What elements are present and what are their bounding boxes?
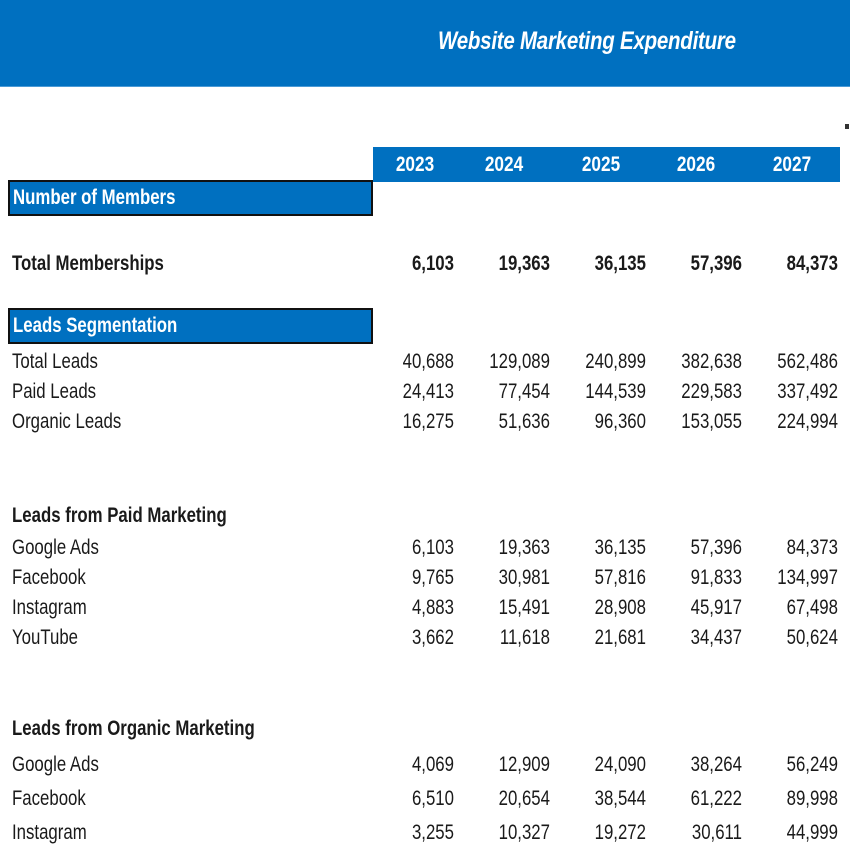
- cell-2024: 19,363: [498, 252, 550, 275]
- cell-2025: 24,090: [594, 753, 646, 776]
- cell-2025: 21,681: [594, 626, 646, 649]
- cell-2026: 45,917: [690, 596, 742, 619]
- cell-2026: 30,611: [691, 821, 742, 844]
- cell-2023: 6,103: [411, 536, 454, 559]
- row-label: Facebook: [12, 566, 86, 589]
- cell-2024: 10,327: [498, 821, 550, 844]
- cell-2024: 19,363: [498, 536, 550, 559]
- section-leads-segmentation: Leads Segmentation: [8, 308, 373, 344]
- cell-2023: 4,069: [411, 753, 454, 776]
- cell-2024: 20,654: [498, 787, 550, 810]
- cell-2025: 240,899: [585, 350, 646, 373]
- cell-2026: 38,264: [690, 753, 742, 776]
- year-2026: 2026: [676, 153, 716, 176]
- cell-2027: 337,492: [777, 380, 838, 403]
- section-organic-marketing-title: Leads from Organic Marketing: [12, 717, 255, 740]
- year-2025: 2025: [581, 153, 621, 176]
- cell-2026: 229,583: [681, 380, 742, 403]
- cell-2026: 153,055: [681, 410, 742, 433]
- cell-2025: 57,816: [594, 566, 646, 589]
- cell-2024: 51,636: [498, 410, 550, 433]
- row-label: Organic Leads: [12, 410, 122, 433]
- cell-2027: 44,999: [786, 821, 838, 844]
- row-label: Google Ads: [12, 753, 99, 776]
- cell-2027: 134,997: [777, 566, 838, 589]
- cell-2023: 3,662: [411, 626, 454, 649]
- cell-2026: 57,396: [690, 536, 742, 559]
- row-label: YouTube: [12, 626, 79, 649]
- cell-2023: 3,255: [411, 821, 454, 844]
- cell-2024: 30,981: [498, 566, 550, 589]
- cell-2026: 57,396: [690, 252, 742, 275]
- cell-2026: 34,437: [690, 626, 742, 649]
- cell-2027: 67,498: [786, 596, 838, 619]
- cell-2026: 61,222: [690, 787, 742, 810]
- section-title: Number of Members: [13, 186, 176, 209]
- cell-2026: 382,638: [681, 350, 742, 373]
- cell-2025: 36,135: [594, 536, 646, 559]
- cell-2024: 12,909: [498, 753, 550, 776]
- page-title: Website Marketing Expenditure: [438, 27, 736, 55]
- row-label: Facebook: [12, 787, 86, 810]
- title-band: Website Marketing Expenditure: [0, 0, 850, 87]
- year-2023: 2023: [395, 153, 435, 176]
- cell-2026: 91,833: [690, 566, 742, 589]
- year-2027: 2027: [772, 153, 812, 176]
- cell-2024: 11,618: [499, 626, 550, 649]
- cell-2027: 84,373: [786, 252, 838, 275]
- cell-2023: 6,510: [411, 787, 454, 810]
- cell-2023: 4,883: [411, 596, 454, 619]
- cell-2023: 40,688: [402, 350, 454, 373]
- cell-2024: 77,454: [498, 380, 550, 403]
- cell-2027: 56,249: [786, 753, 838, 776]
- cell-2027: 224,994: [777, 410, 838, 433]
- cell-2024: 129,089: [489, 350, 550, 373]
- cell-2025: 19,272: [594, 821, 646, 844]
- row-label: Google Ads: [12, 536, 99, 559]
- row-label: Total Memberships: [12, 252, 164, 275]
- row-label: Instagram: [12, 596, 87, 619]
- cell-2027: 84,373: [786, 536, 838, 559]
- year-header-bar: 2023 2024 2025 2026 2027: [373, 147, 840, 182]
- cell-2025: 28,908: [594, 596, 646, 619]
- cell-2025: 36,135: [594, 252, 646, 275]
- cell-2023: 24,413: [402, 380, 454, 403]
- year-2024: 2024: [484, 153, 524, 176]
- cell-2027: 89,998: [786, 787, 838, 810]
- row-label: Total Leads: [12, 350, 98, 373]
- cell-2023: 6,103: [411, 252, 454, 275]
- cell-2027: 50,624: [786, 626, 838, 649]
- row-label: Instagram: [12, 821, 87, 844]
- row-label: Paid Leads: [12, 380, 97, 403]
- section-paid-marketing-title: Leads from Paid Marketing: [12, 504, 227, 527]
- cell-2025: 144,539: [585, 380, 646, 403]
- cell-2025: 96,360: [594, 410, 646, 433]
- cell-2024: 15,491: [498, 596, 550, 619]
- cell-2023: 9,765: [411, 566, 454, 589]
- cell-marker: [845, 124, 849, 129]
- cell-2023: 16,275: [402, 410, 454, 433]
- cell-2027: 562,486: [777, 350, 838, 373]
- section-number-of-members: Number of Members: [8, 180, 373, 216]
- section-title: Leads Segmentation: [13, 314, 178, 337]
- cell-2025: 38,544: [594, 787, 646, 810]
